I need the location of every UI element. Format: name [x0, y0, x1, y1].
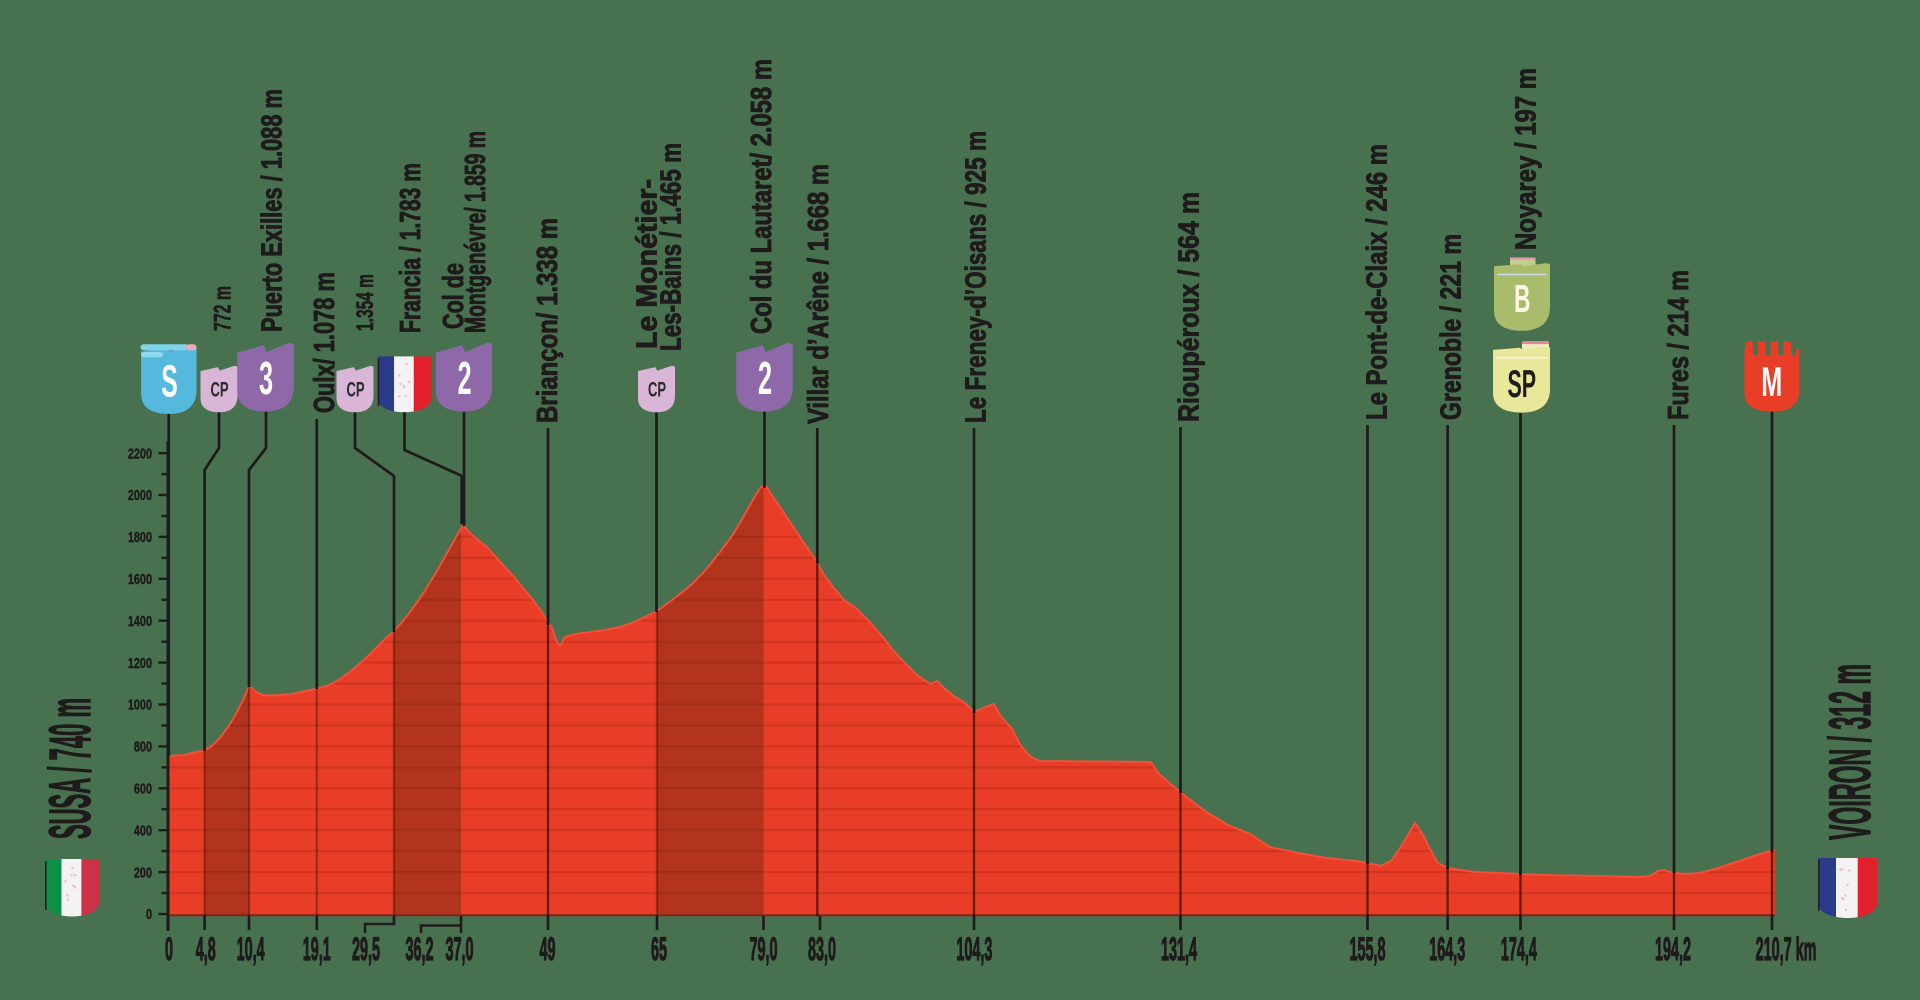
svg-text:400: 400 — [134, 822, 152, 839]
svg-text:Briançon/ 1.338 m: Briançon/ 1.338 m — [532, 218, 564, 423]
svg-text:2000: 2000 — [128, 487, 152, 504]
svg-text:29,5: 29,5 — [352, 933, 380, 968]
svg-text:131,4: 131,4 — [1161, 933, 1197, 968]
svg-text:1200: 1200 — [128, 654, 152, 671]
svg-text:1600: 1600 — [128, 570, 152, 587]
svg-text:CP: CP — [648, 377, 666, 401]
svg-text:200: 200 — [134, 864, 152, 881]
svg-text:Oulx/ 1.078 m: Oulx/ 1.078 m — [309, 272, 341, 413]
svg-text:Col de: Col de — [438, 263, 470, 329]
svg-text:2: 2 — [758, 352, 772, 404]
svg-text:79,0: 79,0 — [749, 933, 777, 968]
svg-text:600: 600 — [134, 780, 152, 797]
svg-text:Les-Bains / 1.465 m: Les-Bains / 1.465 m — [656, 143, 688, 351]
svg-text:B: B — [1514, 277, 1530, 321]
svg-text:174,4: 174,4 — [1501, 933, 1537, 968]
svg-text:164,3: 164,3 — [1429, 933, 1465, 968]
svg-text:S: S — [161, 356, 178, 407]
svg-text:19,1: 19,1 — [303, 933, 331, 968]
svg-text:0: 0 — [146, 906, 152, 923]
svg-text:SP: SP — [1507, 362, 1536, 405]
svg-text:Montgenévre/ 1.859 m: Montgenévre/ 1.859 m — [460, 131, 492, 333]
svg-text:36,2: 36,2 — [405, 933, 433, 968]
svg-text:1.354 m: 1.354 m — [352, 274, 379, 331]
svg-text:800: 800 — [134, 738, 152, 755]
svg-text:Villar d’Arêne / 1.668 m: Villar d’Arêne / 1.668 m — [803, 164, 835, 424]
svg-text:772 m: 772 m — [210, 286, 237, 331]
svg-text:194,2: 194,2 — [1655, 933, 1691, 968]
svg-text:Grenoble / 221 m: Grenoble / 221 m — [1436, 234, 1468, 420]
svg-text:M: M — [1761, 360, 1782, 406]
svg-text:1000: 1000 — [128, 696, 152, 713]
svg-text:2200: 2200 — [128, 445, 152, 462]
svg-text:Puerto Exilles / 1.088 m: Puerto Exilles / 1.088 m — [257, 89, 289, 332]
svg-text:Le Monétier-: Le Monétier- — [632, 179, 664, 349]
svg-text:49: 49 — [539, 933, 555, 968]
svg-text:3: 3 — [259, 352, 273, 404]
svg-text:83,0: 83,0 — [808, 933, 836, 968]
svg-text:210,7 km: 210,7 km — [1756, 933, 1817, 968]
svg-text:CP: CP — [346, 377, 364, 401]
svg-text:VOIRON / 312 m: VOIRON / 312 m — [1818, 664, 1883, 840]
svg-text:155,8: 155,8 — [1349, 933, 1385, 968]
svg-text:Fures / 214 m: Fures / 214 m — [1663, 270, 1695, 420]
svg-text:10,4: 10,4 — [237, 933, 265, 968]
svg-text:Le Freney-d’Oisans / 925 m: Le Freney-d’Oisans / 925 m — [961, 131, 993, 423]
svg-text:4,8: 4,8 — [196, 933, 216, 968]
svg-text:1800: 1800 — [128, 529, 152, 546]
svg-text:Rioupéroux / 564 m: Rioupéroux / 564 m — [1174, 192, 1206, 422]
svg-text:Noyarey / 197 m: Noyarey / 197 m — [1511, 68, 1543, 250]
svg-text:0: 0 — [165, 933, 173, 968]
svg-text:Col du Lautaret/ 2.058 m: Col du Lautaret/ 2.058 m — [746, 59, 778, 334]
svg-text:1400: 1400 — [128, 612, 152, 629]
svg-text:37,0: 37,0 — [445, 933, 473, 968]
svg-text:65: 65 — [651, 933, 667, 968]
svg-text:104,3: 104,3 — [956, 933, 992, 968]
svg-text:2: 2 — [457, 352, 471, 404]
svg-text:Le Pont-de-Claix / 246 m: Le Pont-de-Claix / 246 m — [1362, 144, 1394, 420]
svg-text:CP: CP — [210, 377, 228, 401]
svg-text:Francia / 1.783 m: Francia / 1.783 m — [395, 163, 427, 333]
svg-text:SUSA / 740 m: SUSA / 740 m — [38, 698, 103, 839]
